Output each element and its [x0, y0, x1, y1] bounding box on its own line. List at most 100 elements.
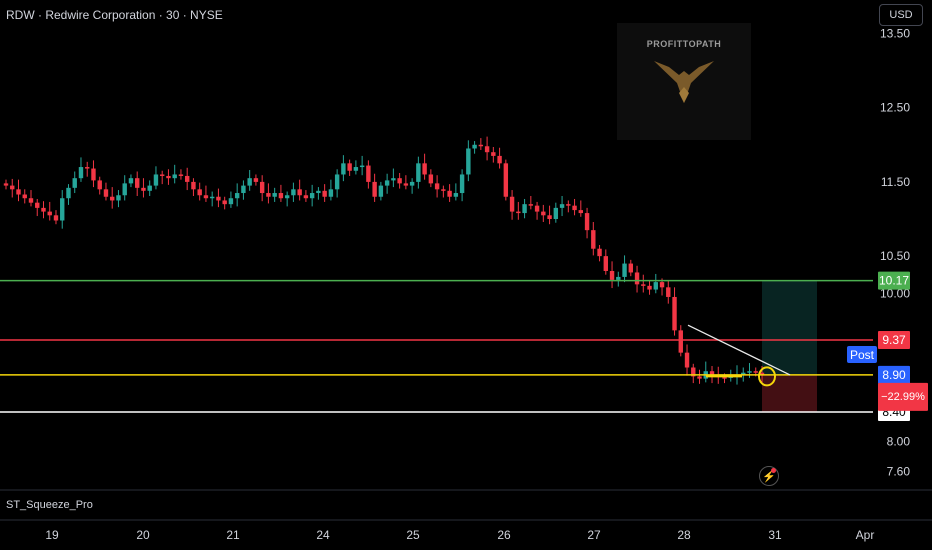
- candle-body: [528, 204, 534, 206]
- candle-body: [47, 211, 52, 216]
- candle-body: [647, 285, 652, 290]
- candle-body: [184, 175, 190, 182]
- post-market-badge: Post: [847, 346, 877, 363]
- candle-body: [397, 178, 402, 184]
- y-tick-label: 7.60: [887, 464, 911, 478]
- candle-body: [622, 263, 627, 277]
- candle-body: [203, 195, 209, 199]
- candle-body: [747, 371, 752, 373]
- candle-body: [672, 296, 677, 331]
- candle-body: [97, 180, 102, 190]
- x-tick-label: 26: [497, 528, 511, 542]
- candle-body: [684, 352, 690, 368]
- y-tick-label: 8.00: [887, 435, 911, 449]
- candle-body: [484, 146, 490, 153]
- position-zone: [762, 280, 817, 413]
- candle-body: [522, 204, 527, 214]
- candle-body: [578, 210, 584, 214]
- candle-body: [135, 178, 140, 188]
- indicator-label[interactable]: ST_Squeeze_Pro: [6, 499, 93, 511]
- x-tick-label: 19: [45, 528, 59, 542]
- candle-body: [253, 178, 259, 182]
- x-tick-label: 31: [768, 528, 782, 542]
- candle-body: [234, 193, 240, 199]
- price-levels: [0, 279, 873, 413]
- candle-body: [128, 178, 134, 184]
- candle-body: [547, 215, 552, 220]
- candle-body: [372, 181, 377, 197]
- candle-body: [584, 213, 590, 231]
- candle-body: [35, 202, 40, 208]
- candle-body: [591, 230, 596, 249]
- candle-body: [153, 174, 159, 186]
- candle-body: [759, 372, 765, 375]
- stop-zone: [762, 374, 817, 413]
- candle-body: [722, 377, 727, 379]
- candle-body: [753, 371, 758, 373]
- candle-body: [534, 205, 540, 212]
- candle-body: [16, 189, 21, 195]
- price-level-label: 9.37: [882, 333, 906, 347]
- lightning-icon[interactable]: ⚡: [759, 466, 779, 486]
- candle-body: [259, 181, 265, 194]
- y-tick-label: 11.50: [881, 175, 910, 189]
- candle-body: [422, 163, 427, 175]
- candle-body: [78, 167, 84, 179]
- candle-body: [328, 189, 334, 197]
- candle-body: [316, 190, 321, 194]
- candle-body: [216, 196, 221, 201]
- candle-body: [697, 376, 702, 379]
- candle-body: [322, 190, 327, 197]
- currency-button[interactable]: USD: [879, 4, 923, 26]
- candle-body: [616, 276, 621, 280]
- x-tick-label: 21: [226, 528, 240, 542]
- symbol-header[interactable]: RDW · Redwire Corporation · 30 · NYSE: [6, 8, 223, 22]
- eagle-icon: [654, 61, 714, 103]
- candle-body: [428, 174, 434, 184]
- x-tick-label: Apr: [856, 528, 875, 542]
- candle-body: [597, 248, 602, 257]
- candle-body: [91, 168, 96, 181]
- candle-body: [147, 185, 152, 191]
- y-tick-label: 13.50: [880, 26, 910, 40]
- candle-body: [491, 152, 496, 156]
- candle-body: [641, 284, 646, 286]
- candle-body: [159, 174, 165, 176]
- candle-body: [222, 200, 227, 205]
- x-tick-label: 27: [587, 528, 601, 542]
- candle-body: [653, 282, 658, 290]
- candle-body: [478, 144, 484, 147]
- candle-body: [516, 211, 521, 214]
- candle-body: [110, 196, 115, 201]
- logo-text: PROFITTOPATH: [646, 39, 722, 49]
- candle-body: [572, 205, 577, 211]
- y-tick-label: 10.50: [880, 249, 910, 263]
- candle-body: [359, 165, 365, 168]
- candle-body: [209, 196, 215, 199]
- price-level-badge: [878, 331, 910, 350]
- candle-body: [166, 175, 171, 179]
- candle-body: [241, 185, 246, 194]
- candle-body: [666, 287, 671, 297]
- price-level-badge: [878, 365, 910, 384]
- candle-body: [416, 163, 421, 182]
- candle-body: [197, 189, 202, 196]
- candle-body: [634, 272, 640, 285]
- price-level-label: 8.90: [882, 368, 906, 382]
- price-level-badge: [878, 271, 910, 290]
- candle-body: [353, 167, 359, 171]
- x-tick-label: 24: [316, 528, 330, 542]
- price-axis: 13.50 12.50 11.50 10.50 10.00 8.00 7.60 10.17 9.…: [873, 0, 932, 520]
- candle-body: [41, 207, 46, 212]
- change-badge: [878, 382, 928, 411]
- candle-body: [141, 187, 146, 191]
- x-tick-label: 25: [406, 528, 420, 542]
- candle-body: [178, 174, 184, 176]
- target-zone: [762, 280, 817, 375]
- candle-body: [391, 178, 396, 181]
- candle-body: [3, 183, 9, 186]
- candle-body: [553, 207, 559, 220]
- candle-body: [272, 193, 277, 197]
- candle-body: [85, 167, 90, 169]
